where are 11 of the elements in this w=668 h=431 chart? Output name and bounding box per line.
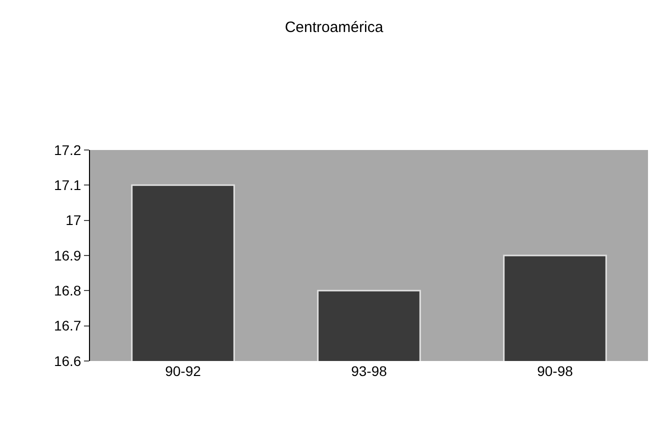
- chart-title: Centroamérica: [284, 19, 384, 36]
- y-tick-label: 16.7: [54, 318, 82, 334]
- y-tick-label: 17.2: [54, 142, 82, 158]
- y-tick-label: 16.9: [54, 247, 82, 264]
- x-tick-label: 93-98: [351, 363, 388, 379]
- y-tick-label: 17: [66, 212, 82, 228]
- x-tick-label: 90-98: [537, 363, 574, 379]
- y-tick-label: 17.1: [54, 177, 82, 194]
- x-tick-label: 90-92: [165, 363, 202, 379]
- y-tick-label: 16.8: [54, 282, 82, 299]
- y-tick-label: 16.6: [54, 352, 82, 369]
